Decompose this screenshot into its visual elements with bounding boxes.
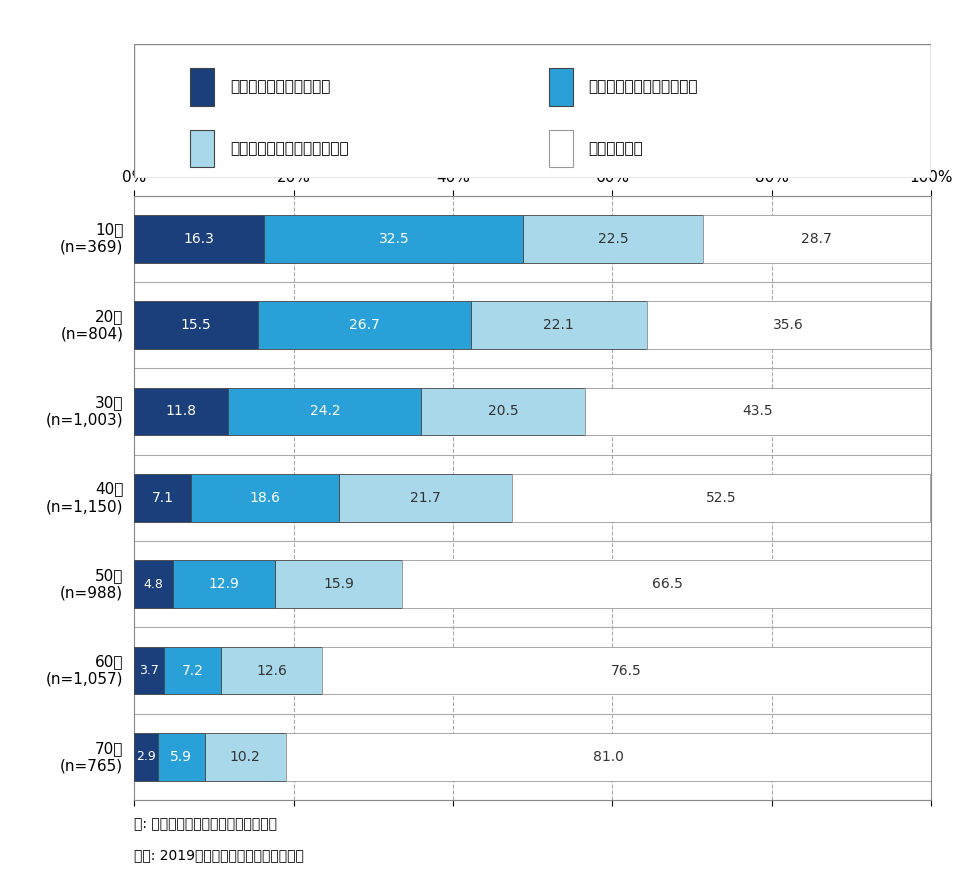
Text: 状況に迫られて仕方なく行う: 状況に迫られて仕方なく行う	[230, 141, 348, 156]
Bar	[134, 215, 264, 262]
Text: 35.6: 35.6	[773, 318, 804, 332]
Bar	[264, 215, 523, 262]
Text: 5.9: 5.9	[170, 750, 192, 764]
Bar	[221, 647, 322, 694]
Bar	[703, 215, 931, 262]
Text: 76.5: 76.5	[612, 663, 642, 677]
Text: 12.6: 12.6	[256, 663, 287, 677]
Text: 22.1: 22.1	[543, 318, 574, 332]
Bar	[402, 560, 932, 608]
Bar	[339, 474, 512, 522]
Bar	[647, 301, 930, 348]
Text: 3.7: 3.7	[139, 664, 159, 677]
Text: 28.7: 28.7	[802, 232, 832, 245]
Text: 11.8: 11.8	[166, 404, 197, 419]
Text: 2.9: 2.9	[136, 750, 156, 764]
Text: 81.0: 81.0	[593, 750, 624, 764]
Text: 22.5: 22.5	[597, 232, 628, 245]
Text: 24.2: 24.2	[309, 404, 340, 419]
Text: 7.2: 7.2	[181, 663, 204, 677]
Text: 43.5: 43.5	[743, 404, 773, 419]
Bar	[134, 560, 173, 608]
FancyBboxPatch shape	[190, 68, 214, 106]
Bar	[204, 733, 286, 781]
Bar	[470, 301, 647, 348]
Text: 32.5: 32.5	[378, 232, 409, 245]
Bar	[258, 301, 470, 348]
Bar	[421, 388, 585, 436]
Text: 4.8: 4.8	[144, 578, 163, 590]
Bar	[134, 647, 164, 694]
Text: 16.3: 16.3	[184, 232, 215, 245]
Text: 26.7: 26.7	[348, 318, 379, 332]
FancyBboxPatch shape	[549, 130, 572, 167]
Text: 10.2: 10.2	[229, 750, 260, 764]
Bar	[134, 733, 157, 781]
Text: 7.1: 7.1	[152, 491, 174, 505]
Bar	[134, 474, 191, 522]
Text: 18.6: 18.6	[250, 491, 280, 505]
FancyBboxPatch shape	[134, 44, 931, 178]
Text: 12.9: 12.9	[208, 577, 239, 591]
Text: 出所: 2019年一般向けモバイル動向調査: 出所: 2019年一般向けモバイル動向調査	[134, 848, 304, 862]
Text: 20.5: 20.5	[488, 404, 518, 419]
Bar	[585, 388, 931, 436]
Text: 15.5: 15.5	[180, 318, 211, 332]
Text: 52.5: 52.5	[706, 491, 736, 505]
Text: 多少気になるが行っている: 多少気になるが行っている	[588, 80, 698, 94]
Bar	[164, 647, 221, 694]
Bar	[173, 560, 276, 608]
FancyBboxPatch shape	[190, 130, 214, 167]
Bar	[228, 388, 421, 436]
Text: 66.5: 66.5	[652, 577, 683, 591]
Bar	[276, 560, 402, 608]
Text: 特に気にせず行っている: 特に気にせず行っている	[230, 80, 330, 94]
Bar	[523, 215, 703, 262]
Bar	[286, 733, 931, 781]
Bar	[157, 733, 204, 781]
Text: 15.9: 15.9	[324, 577, 354, 591]
Bar	[322, 647, 931, 694]
Text: 行っていない: 行っていない	[588, 141, 643, 156]
FancyBboxPatch shape	[549, 68, 572, 106]
Text: 21.7: 21.7	[410, 491, 441, 505]
Text: 注: スマホ･ケータイ所有者が回答。: 注: スマホ･ケータイ所有者が回答。	[134, 817, 277, 831]
Bar	[134, 301, 258, 348]
Bar	[191, 474, 339, 522]
Bar	[512, 474, 930, 522]
Bar	[134, 388, 228, 436]
